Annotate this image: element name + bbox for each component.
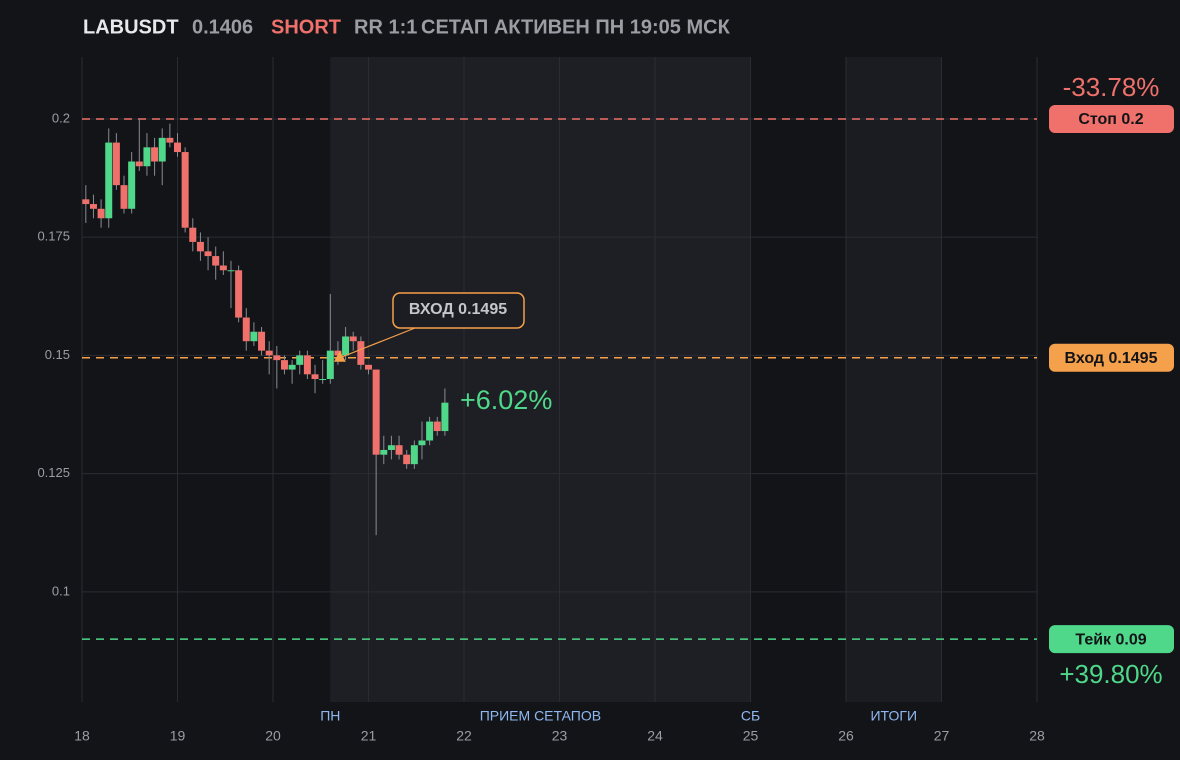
candle-body — [380, 449, 388, 455]
level-label: Тейк 0.09 — [1075, 631, 1146, 648]
candle-body — [365, 364, 372, 370]
x-tick-label: 28 — [1029, 728, 1045, 744]
candle-body — [189, 227, 197, 242]
x-tick-label: 19 — [170, 728, 186, 744]
callout-box — [392, 292, 525, 329]
level-tag — [1049, 104, 1174, 133]
candle-body — [143, 147, 151, 167]
candle-body — [212, 256, 220, 266]
candle-body — [326, 350, 334, 380]
candle-body — [426, 421, 434, 441]
candle-body — [265, 350, 273, 356]
candle-body — [135, 161, 143, 167]
candle-body — [303, 355, 311, 375]
candle-body — [395, 445, 403, 455]
candle-body — [288, 364, 296, 370]
candle-body — [433, 421, 441, 432]
level-change: -33.78% — [1063, 72, 1160, 102]
shaded-region — [846, 57, 942, 702]
candle-body — [280, 360, 288, 370]
x-tick-label: 24 — [647, 728, 663, 744]
session-label: ПН — [320, 708, 340, 724]
x-tick-label: 25 — [743, 728, 759, 744]
candle-body — [181, 152, 189, 228]
level-tag — [1049, 625, 1174, 654]
candle-body — [334, 350, 342, 356]
candle-body — [296, 355, 304, 365]
y-tick-label: 0.15 — [45, 347, 70, 362]
candle-body — [403, 454, 411, 465]
background-layer — [81, 57, 1038, 702]
callout-line — [339, 327, 416, 359]
candle-body — [357, 341, 365, 365]
candle-body — [227, 270, 235, 272]
level-change: +39.80% — [1059, 659, 1162, 689]
session-label: СБ — [741, 708, 760, 724]
candle-body — [97, 208, 105, 219]
shaded-region — [330, 57, 751, 702]
y-tick-label: 0.125 — [37, 465, 70, 480]
candle-body — [196, 241, 204, 252]
y-tick-label: 0.2 — [52, 110, 70, 125]
candle-body — [120, 185, 128, 209]
candle-body — [372, 369, 380, 455]
x-tick-label: 18 — [74, 728, 90, 744]
change-label: +6.02% — [460, 385, 552, 415]
candle-body — [105, 142, 113, 219]
x-tick-label: 20 — [265, 728, 281, 744]
x-tick-label: 23 — [552, 728, 568, 744]
session-label: ПРИЕМ СЕТАПОВ — [480, 708, 601, 724]
candle-body — [128, 161, 136, 209]
side: SHORT — [271, 16, 341, 38]
candle-body — [441, 402, 449, 432]
candle-body — [418, 440, 426, 446]
candle-body — [82, 199, 90, 205]
candle-body — [311, 374, 319, 380]
candle-body — [273, 355, 281, 361]
status: СЕТАП АКТИВЕН ПН 19:05 МСК — [421, 16, 731, 38]
x-tick-label: 27 — [934, 728, 950, 744]
entry-marker — [333, 350, 346, 362]
candle-body — [349, 336, 357, 342]
x-tick-label: 26 — [838, 728, 854, 744]
header: LABUSDT 0.1406 SHORT RR 1:1 СЕТАП АКТИВЕ… — [83, 16, 731, 38]
candle-body — [342, 336, 350, 356]
candle-body — [89, 204, 97, 209]
x-tick-label: 21 — [361, 728, 377, 744]
candle-body — [235, 270, 243, 318]
candle-body — [174, 142, 181, 153]
candle-body — [166, 137, 174, 143]
candle-body — [242, 317, 250, 342]
rr: RR 1:1 — [354, 16, 417, 38]
candle-body — [258, 331, 266, 351]
candle-body — [319, 379, 327, 381]
symbol: LABUSDT — [83, 16, 179, 38]
y-tick-label: 0.175 — [37, 229, 70, 244]
level-label: Стоп 0.2 — [1078, 111, 1143, 128]
candle-body — [387, 445, 395, 450]
level-label: Вход 0.1495 — [1065, 350, 1158, 367]
price: 0.1406 — [192, 16, 253, 38]
candle-body — [112, 142, 120, 186]
x-tick-label: 22 — [456, 728, 472, 744]
candle-body — [158, 137, 166, 162]
candle-body — [410, 445, 418, 465]
callout-label: ВХОД 0.1495 — [409, 301, 507, 318]
y-tick-label: 0.1 — [52, 583, 70, 598]
candle-body — [250, 331, 258, 342]
session-label: ИТОГИ — [870, 708, 917, 724]
candle-body — [151, 147, 159, 162]
candle-body — [204, 251, 212, 257]
candle-body — [219, 265, 227, 271]
level-tag — [1049, 343, 1174, 372]
